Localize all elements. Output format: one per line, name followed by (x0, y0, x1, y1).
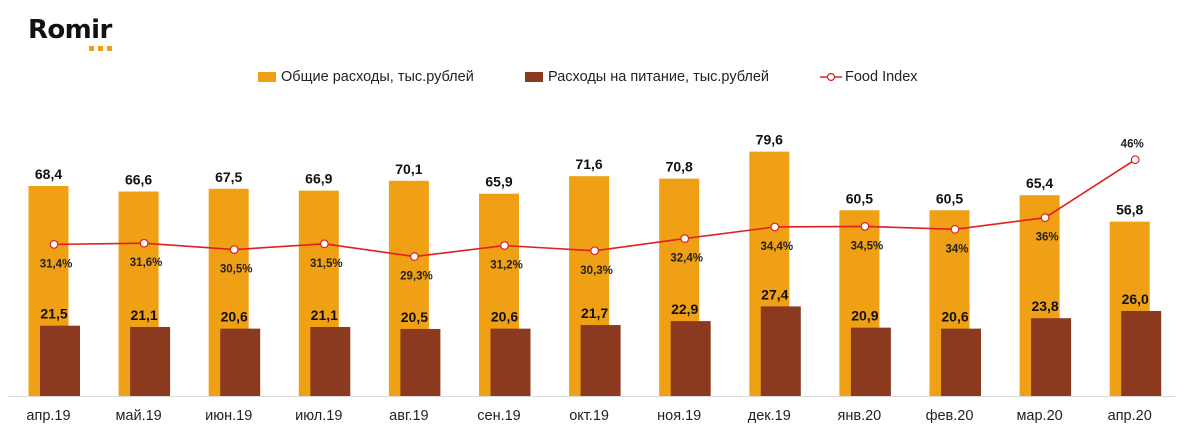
legend-swatch-total (258, 72, 276, 82)
point-food-index (1130, 155, 1140, 165)
x-axis-tick-label: окт.19 (569, 408, 609, 424)
data-label-food: 21,1 (311, 307, 338, 323)
data-label-food: 23,8 (1031, 298, 1058, 314)
data-label-total: 79,6 (756, 132, 783, 148)
legend-item-food: Расходы на питание, тыс.рублей (525, 69, 769, 85)
data-label-food-index: 31,5% (310, 258, 343, 270)
data-label-food-index: 31,6% (130, 257, 163, 269)
x-axis-tick-label: авг.19 (389, 408, 428, 424)
bar-food (580, 325, 621, 396)
point-food-index (1040, 213, 1050, 223)
data-label-food: 20,9 (851, 308, 878, 324)
data-label-total: 60,5 (936, 190, 963, 206)
legend-label-total: Общие расходы, тыс.рублей (281, 69, 474, 85)
bar-food (490, 328, 531, 396)
logo-dot (98, 46, 103, 51)
x-axis-tick-label: июн.19 (205, 408, 252, 424)
x-axis-tick-label: июл.19 (295, 408, 342, 424)
bar-food (760, 306, 801, 396)
x-axis-tick-label: ноя.19 (657, 408, 701, 424)
data-label-food-index: 31,4% (40, 258, 73, 270)
data-label-total: 70,8 (666, 159, 693, 175)
data-label-total: 67,5 (215, 169, 242, 185)
logo-text: Romir (28, 15, 112, 45)
chart-legend: Общие расходы, тыс.рублей Расходы на пит… (0, 69, 1183, 91)
data-label-total: 56,8 (1116, 202, 1143, 218)
data-label-food: 22,9 (671, 301, 698, 317)
bar-food (670, 321, 711, 396)
data-label-food-index: 30,3% (580, 265, 613, 277)
data-label-food-index: 36% (1036, 232, 1059, 244)
data-label-food-index: 46% (1121, 139, 1144, 151)
data-label-food: 21,7 (581, 305, 608, 321)
legend-label-index: Food Index (845, 69, 918, 85)
data-label-total: 65,9 (485, 174, 512, 190)
point-food-index (319, 239, 329, 249)
x-axis-tick-label: апр.19 (26, 408, 70, 424)
bar-food (130, 327, 171, 396)
data-label-food: 21,1 (130, 307, 157, 323)
data-label-total: 68,4 (35, 166, 62, 182)
legend-label-food: Расходы на питание, тыс.рублей (548, 69, 770, 85)
point-food-index (49, 239, 59, 249)
data-label-food-index: 32,4% (670, 253, 703, 265)
point-food-index (229, 245, 239, 255)
data-label-total: 66,6 (125, 172, 152, 188)
bar-food (850, 327, 891, 396)
legend-swatch-index (820, 72, 842, 82)
data-label-food: 20,6 (221, 309, 248, 325)
x-axis-tick-label: фев.20 (926, 408, 974, 424)
data-label-food: 27,4 (761, 286, 788, 302)
bar-food (941, 328, 981, 396)
point-food-index (950, 224, 960, 234)
bar-food (310, 327, 351, 396)
x-axis-tick-label: май.19 (115, 408, 161, 424)
logo-dots (89, 46, 112, 51)
bar-food (400, 328, 441, 396)
data-label-food: 20,5 (401, 309, 428, 325)
data-label-food-index: 34,5% (851, 240, 884, 252)
x-axis-tick-label: дек.19 (748, 408, 791, 424)
data-label-food: 26,0 (1122, 291, 1149, 307)
data-label-food: 20,6 (941, 309, 968, 325)
point-food-index (590, 246, 599, 256)
data-label-food-index: 34,4% (760, 241, 793, 253)
x-axis-tick-label: апр.20 (1108, 408, 1152, 424)
x-axis-tick-label: янв.20 (838, 408, 882, 424)
data-label-food-index: 34% (945, 243, 968, 255)
data-label-total: 66,9 (305, 171, 332, 187)
point-food-index (139, 238, 149, 248)
data-label-total: 70,1 (395, 161, 422, 177)
bar-food (1031, 318, 1072, 396)
point-food-index (410, 252, 419, 261)
x-axis-tick-label: мар.20 (1016, 408, 1062, 424)
bar-food (40, 325, 80, 396)
romir-logo: Romir (28, 14, 138, 54)
point-food-index (770, 222, 780, 232)
data-label-food-index: 31,2% (490, 260, 523, 272)
bar-food (1121, 310, 1162, 396)
legend-item-index: Food Index (820, 69, 918, 85)
point-food-index (680, 234, 690, 243)
data-label-total: 71,6 (575, 156, 602, 172)
logo-dot (107, 46, 112, 51)
bar-food (220, 328, 261, 396)
legend-swatch-food (525, 72, 543, 82)
data-label-food: 21,5 (40, 306, 67, 322)
data-label-food-index: 29,3% (400, 271, 433, 283)
data-label-food: 20,6 (491, 309, 518, 325)
data-label-total: 60,5 (846, 190, 873, 206)
point-food-index (500, 241, 509, 250)
x-axis-tick-label: сен.19 (477, 408, 520, 424)
point-food-index (860, 221, 870, 231)
data-label-total: 65,4 (1026, 175, 1053, 191)
legend-item-total: Общие расходы, тыс.рублей (258, 69, 474, 85)
data-label-food-index: 30,5% (220, 264, 253, 276)
logo-dot (89, 46, 94, 51)
